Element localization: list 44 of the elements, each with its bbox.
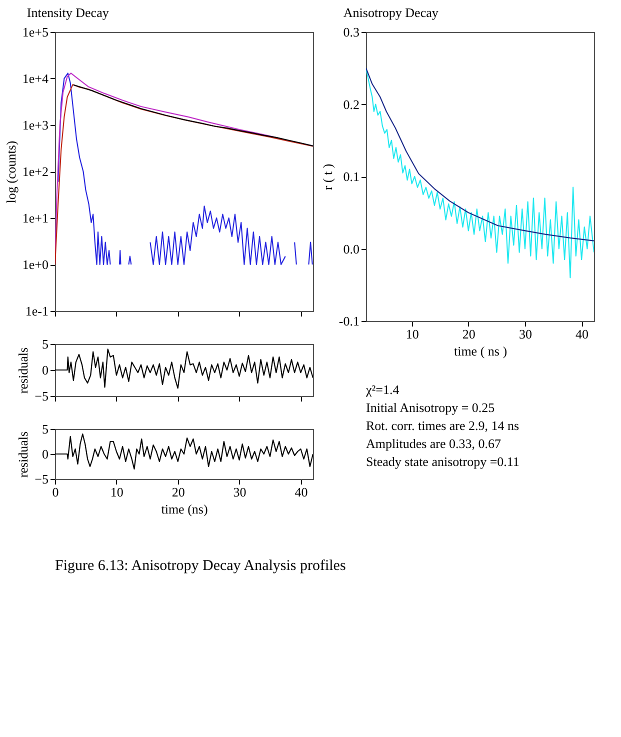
y-tick-label: 5 — [42, 336, 48, 352]
y-tick-label: 1e+5 — [22, 24, 48, 40]
x-tick-label: 0 — [52, 484, 59, 500]
x-tick-label: 10 — [406, 326, 419, 342]
x-tick-label: 20 — [172, 484, 185, 500]
line-series — [72, 84, 313, 146]
x-tick-label: 40 — [576, 326, 589, 342]
y-tick-label: 0 — [42, 362, 48, 378]
y-tick-label: 0.3 — [343, 24, 360, 40]
text: Rot. corr. times are 2.9, 14 ns — [366, 418, 520, 433]
y-tick-label: 1e+1 — [22, 210, 48, 226]
x-tick-label: 30 — [233, 484, 246, 500]
y-tick-label: 1e+4 — [22, 71, 49, 86]
x-tick-label: 20 — [462, 326, 476, 342]
y-tick-label: 1e-1 — [25, 304, 48, 318]
x-tick-label: 10 — [110, 484, 124, 500]
text: Initial Anisotropy = 0.25 — [366, 400, 495, 415]
line-series — [366, 68, 594, 278]
y-tick-label: 0.2 — [343, 96, 360, 112]
y-tick-label: −5 — [34, 388, 48, 404]
y-tick-label: 1e+0 — [22, 257, 48, 272]
chart-title: Intensity Decay — [26, 5, 110, 20]
y-tick-label: −5 — [34, 472, 48, 486]
line-series — [366, 68, 594, 242]
y-tick-label: 0.1 — [343, 169, 360, 184]
x-tick-label: 30 — [518, 326, 532, 342]
text: Amplitudes are 0.33, 0.67 — [366, 436, 502, 451]
y-tick-label: 0 — [42, 446, 48, 462]
x-axis-title: time (ns) — [161, 502, 208, 516]
x-tick-label: 40 — [294, 484, 308, 500]
y-tick-label: 1e+3 — [22, 118, 48, 132]
y-axis-title: r ( t ) — [320, 164, 335, 190]
text: Steady state anisotropy =0.11 — [366, 454, 520, 469]
y-tick-label: 1e+2 — [22, 164, 48, 179]
chart-title: Anisotropy Decay — [343, 5, 439, 20]
y-tick-label: 0.0 — [343, 241, 360, 256]
y-axis-title: residuals — [16, 431, 31, 478]
y-axis-title: log (counts) — [3, 140, 18, 204]
caption: Figure 6.13: Anisotropy Decay Analysis profiles — [55, 558, 346, 574]
text: χ²=1.4 — [365, 382, 400, 397]
y-tick-label: -0.1 — [338, 314, 360, 328]
y-tick-label: 5 — [42, 422, 48, 436]
y-axis-title: residuals — [16, 347, 31, 394]
x-axis-title: time ( ns ) — [454, 344, 508, 358]
